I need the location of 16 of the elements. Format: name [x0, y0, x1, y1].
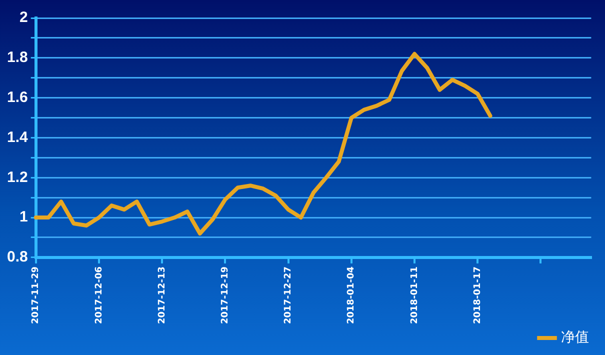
y-tick-label: 1.6 — [6, 88, 28, 106]
x-tick-label: 2018-01-11 — [410, 266, 420, 324]
y-tick-label: 1.2 — [6, 168, 28, 186]
x-tick-label: 2017-11-29 — [31, 266, 42, 324]
y-tick-label: 0.8 — [6, 248, 28, 266]
x-tick-label: 2018-01-04 — [346, 266, 357, 324]
y-tick-label: 1.4 — [6, 128, 28, 146]
y-tick-label: 2 — [20, 9, 28, 26]
legend-label: 净值 — [561, 330, 589, 346]
x-tick-label: 2018-01-17 — [472, 266, 483, 324]
y-tick-label: 1 — [20, 208, 28, 226]
x-tick-label: 2017-12-19 — [220, 266, 231, 324]
y-tick-label: 1.8 — [6, 49, 28, 66]
x-tick-label: 2017-12-27 — [284, 266, 294, 324]
x-tick-label: 2017-12-13 — [157, 266, 168, 324]
x-tick-label: 2017-12-06 — [94, 266, 104, 324]
